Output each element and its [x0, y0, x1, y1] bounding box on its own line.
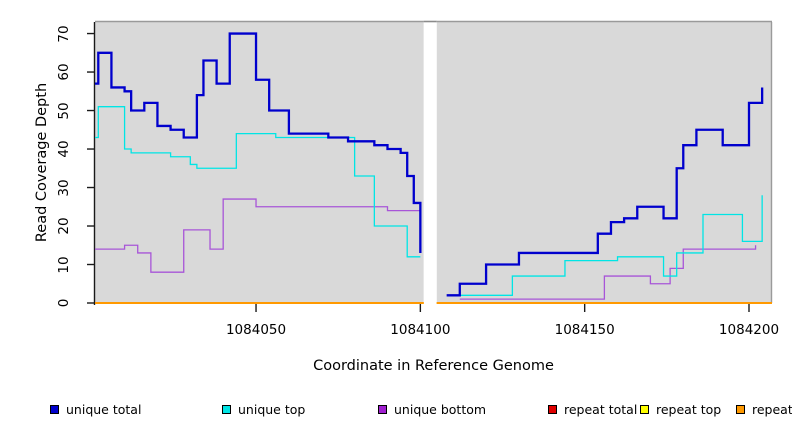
y-tick-label-0: 0 — [56, 298, 72, 308]
series-unique-top — [95, 106, 763, 296]
legend-swatch-icon-repeat-bottom — [736, 404, 745, 414]
legend-item-repeat-top[interactable]: repeat top — [640, 402, 721, 417]
legend-label: unique bottom — [394, 401, 487, 417]
data-gap-band — [423, 21, 437, 303]
legend-label: repeat total — [564, 401, 638, 417]
legend-item-repeat-total[interactable]: repeat total — [548, 402, 637, 417]
y-tick-label-60: 60 — [56, 63, 72, 81]
chart-legend: unique total unique top unique bottom repea… — [0, 398, 792, 420]
y-tick-label-40: 40 — [56, 140, 72, 158]
y-axis-label: Read Coverage Depth — [34, 82, 50, 243]
legend-item-unique-total[interactable]: unique total — [50, 402, 141, 417]
legend-item-unique-bottom[interactable]: unique bottom — [378, 402, 486, 417]
legend-label: repeat bottom — [752, 401, 792, 417]
legend-item-repeat-bottom[interactable]: repeat bottom — [736, 402, 792, 417]
y-tick-label-70: 70 — [56, 24, 72, 43]
legend-item-unique-top[interactable]: unique top — [222, 402, 305, 417]
legend-swatch-icon-unique-bottom — [378, 404, 387, 414]
y-tick-label-10: 10 — [56, 255, 72, 274]
y-tick-label-30: 30 — [56, 178, 72, 197]
legend-label: unique top — [238, 401, 306, 417]
y-tick-label-50: 50 — [56, 101, 72, 120]
legend-swatch-icon-repeat-top — [640, 404, 649, 414]
x-tick-label-1084100: 1084100 — [390, 322, 451, 338]
x-axis-label: Coordinate in Reference Genome — [313, 358, 554, 374]
x-tick-label-1084200: 1084200 — [718, 322, 780, 338]
x-tick-label-1084150: 1084150 — [554, 322, 615, 338]
x-tick-label-1084050: 1084050 — [225, 322, 287, 338]
legend-label: repeat top — [656, 401, 722, 417]
y-tick-label-20: 20 — [56, 217, 72, 235]
legend-swatch-icon-unique-total — [50, 404, 59, 414]
series-unique-total — [95, 32, 764, 297]
legend-swatch-icon-repeat-total — [548, 404, 557, 414]
legend-swatch-icon-unique-top — [222, 404, 231, 414]
series-unique-bottom — [95, 198, 757, 300]
legend-label: unique total — [66, 401, 142, 417]
